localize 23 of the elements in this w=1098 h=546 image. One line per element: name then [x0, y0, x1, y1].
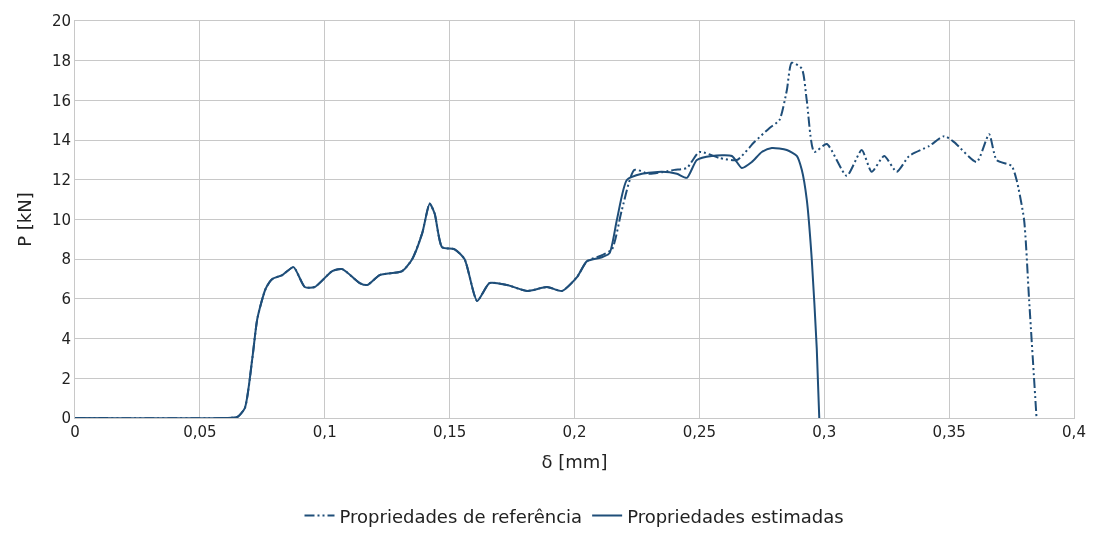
x-tick-label: 0,15 — [432, 423, 467, 441]
legend-label: Propriedades estimadas — [627, 505, 844, 527]
y-tick-label: 20 — [51, 12, 71, 31]
legend-label: Propriedades de referência — [339, 505, 583, 527]
x-tick-label: 0,35 — [932, 423, 966, 441]
x-axis-title: δ [mm] — [541, 451, 608, 473]
y-axis-title: P [kN] — [14, 192, 36, 247]
y-tick-label: 12 — [51, 171, 71, 190]
y-tick-label: 6 — [61, 290, 71, 309]
y-tick-label: 10 — [51, 210, 71, 229]
y-tick-label: 2 — [61, 369, 71, 388]
y-tick-label: 8 — [61, 250, 71, 269]
x-tick-label: 0,1 — [312, 423, 337, 441]
x-tick-label: 0,4 — [1062, 423, 1086, 441]
x-tick-label: 0,05 — [183, 423, 217, 441]
x-tick-label: 0,25 — [682, 423, 717, 441]
y-tick-label: 4 — [61, 329, 71, 348]
x-tick-label: 0,2 — [562, 423, 587, 441]
y-tick-label: 16 — [51, 91, 71, 110]
y-tick-label: 18 — [51, 51, 71, 70]
x-tick-label: 0,3 — [812, 423, 837, 441]
y-tick-label: 14 — [51, 131, 71, 150]
y-tick-label: 0 — [61, 409, 71, 428]
